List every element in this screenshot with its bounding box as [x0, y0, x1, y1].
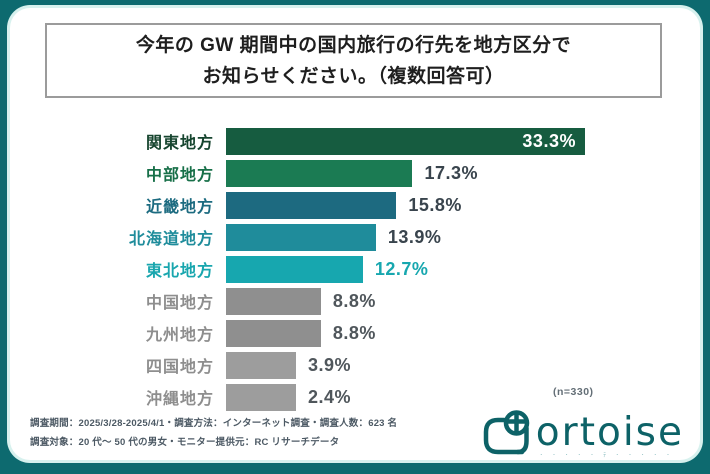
logo-wordmark: ortoise [535, 410, 684, 455]
bar [226, 383, 296, 411]
bar [226, 223, 376, 251]
bar-zone: 8.8% [226, 287, 700, 315]
chart-row: 中部地方 17.3% [10, 157, 700, 189]
bar-chart: 関東地方 33.3% 中部地方 17.3% 近畿地方 [10, 125, 700, 413]
tortoise-icon [483, 410, 530, 455]
bar-zone: 8.8% [226, 319, 700, 347]
chart-row: 四国地方 3.9% [10, 349, 700, 381]
bar [226, 287, 321, 315]
sample-size-note: (n=330) [553, 386, 594, 398]
value-label-inside: 33.3% [522, 130, 576, 151]
bar-zone: 13.9% [226, 223, 700, 251]
infographic-card: 今年の GW 期間中の国内旅行の行先を地方区分で お知らせください。（複数回答可… [10, 8, 700, 460]
category-label: 東北地方 [145, 263, 214, 280]
bar-zone: 2.4% [226, 383, 700, 411]
value-label-outside: 2.4% [308, 386, 352, 407]
bar-zone: 3.9% [226, 351, 700, 379]
bar [226, 319, 321, 347]
value-label-outside: 17.3% [424, 162, 479, 183]
survey-meta: 調査期間：2025/3/28-2025/4/1・調査方法：インターネット調査・調… [30, 415, 397, 452]
bar: 33.3% [226, 127, 585, 155]
chart-row: 近畿地方 15.8% [10, 189, 700, 221]
category-label: 近畿地方 [145, 199, 214, 216]
chart-row: 東北地方 12.7% [10, 253, 700, 285]
category-label: 沖縄地方 [145, 391, 214, 408]
bar-zone: 12.7% [226, 255, 700, 283]
category-label: 中国地方 [145, 295, 214, 312]
bar-zone: 33.3% [226, 127, 700, 155]
category-label: 九州地方 [145, 327, 214, 344]
bar [226, 255, 363, 283]
logo-tagline: ･ ･ ･ ･ ･ ﾃ ･ ･ ･ ･ ･ [539, 453, 674, 459]
chart-row: 沖縄地方 2.4% [10, 381, 700, 413]
chart-row: 九州地方 8.8% [10, 317, 700, 349]
bar [226, 159, 413, 187]
category-label: 四国地方 [145, 359, 214, 376]
chart-row: 関東地方 33.3% [10, 125, 700, 157]
value-label-outside: 8.8% [332, 322, 376, 343]
survey-question-line2: お知らせください。（複数回答可） [202, 65, 505, 87]
bar [226, 351, 296, 379]
category-label: 中部地方 [145, 167, 214, 184]
survey-meta-line2: 調査対象：20 代～ 50 代の男女・モニター提供元：RC リサーチデータ [30, 436, 340, 448]
bar [226, 191, 397, 219]
value-label-outside: 12.7% [374, 258, 429, 279]
category-label: 関東地方 [145, 135, 214, 152]
survey-question-box: 今年の GW 期間中の国内旅行の行先を地方区分で お知らせください。（複数回答可… [45, 23, 662, 98]
value-label-outside: 15.8% [408, 194, 462, 215]
survey-meta-line1: 調査期間：2025/3/28-2025/4/1・調査方法：インターネット調査・調… [30, 418, 398, 429]
bar-zone: 17.3% [226, 159, 700, 187]
chart-row: 中国地方 8.8% [10, 285, 700, 317]
category-label: 北海道地方 [128, 231, 214, 248]
bar-zone: 15.8% [226, 191, 700, 219]
value-label-outside: 3.9% [308, 354, 352, 375]
tortoise-logo: ortoise ･ ･ ･ ･ ･ ﾃ ･ ･ ･ ･ ･ [480, 408, 684, 459]
survey-question-line1: 今年の GW 期間中の国内旅行の行先を地方区分で [135, 34, 572, 56]
chart-row: 北海道地方 13.9% [10, 221, 700, 253]
value-label-outside: 8.8% [332, 290, 376, 311]
value-label-outside: 13.9% [387, 226, 442, 247]
